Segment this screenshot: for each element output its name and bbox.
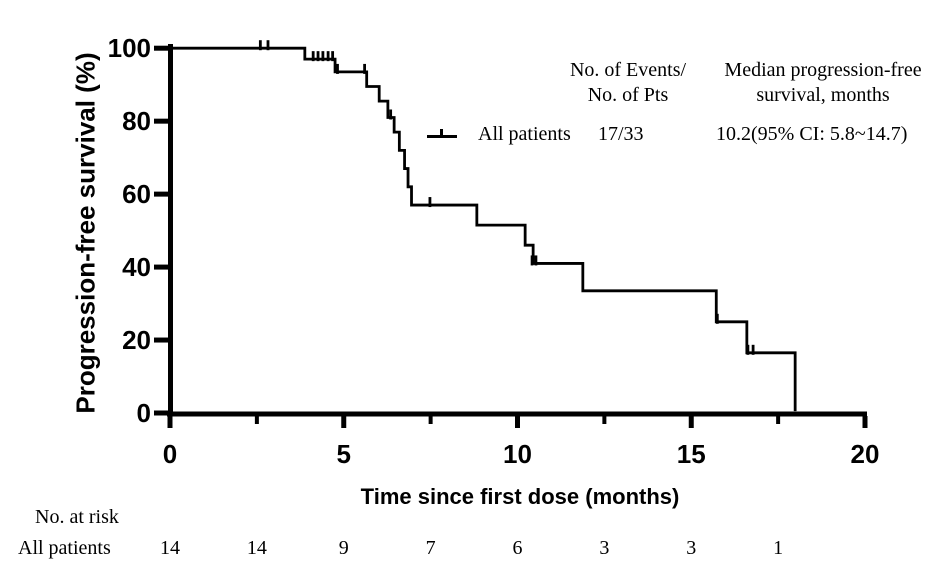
median-header-line2: survival, months: [756, 84, 890, 106]
legend-symbol-tick: [440, 129, 443, 138]
risk-value: 7: [425, 537, 436, 559]
x-axis-title: Time since first dose (months): [360, 484, 680, 509]
risk-value: 14: [246, 537, 267, 559]
risk-value: 9: [338, 537, 349, 559]
y-tick-label: 60: [122, 179, 151, 210]
risk-table-title: No. at risk: [35, 506, 119, 528]
median-header-line1: Median progression-free: [724, 59, 922, 81]
y-tick-label: 0: [136, 398, 151, 428]
y-tick-label: 100: [107, 33, 151, 64]
y-tick-label: 20: [122, 325, 151, 356]
x-tick-label: 15: [676, 439, 706, 469]
events-header-line1: No. of Events/: [569, 59, 687, 81]
legend-censor-symbol-icon: [427, 129, 457, 139]
risk-value: 1: [773, 537, 784, 559]
y-tick-label: 40: [122, 252, 151, 283]
y-axis-title: Progression-free survival (%): [70, 52, 101, 414]
risk-value: 6: [512, 537, 523, 559]
risk-value: 14: [160, 537, 180, 559]
km-step-curve: [170, 46, 797, 412]
risk-table-row-label: All patients: [18, 537, 111, 559]
events-column-header: No. of Events/ No. of Pts: [570, 58, 686, 108]
legend-series-label: All patients: [478, 123, 571, 145]
x-tick-label: 5: [336, 439, 351, 469]
x-tick-label: 20: [850, 439, 880, 469]
risk-value: 3: [599, 537, 610, 559]
median-column-header: Median progression-free survival, months: [724, 58, 921, 108]
y-tick-label: 80: [122, 106, 151, 137]
risk-value: 3: [686, 537, 697, 559]
x-tick-label: 10: [503, 439, 532, 469]
legend-median-value: 10.2(95% CI: 5.8~14.7): [716, 123, 908, 145]
events-header-line2: No. of Pts: [587, 84, 669, 106]
x-tick-label: 0: [162, 439, 178, 469]
legend-events-value: 17/33: [598, 123, 644, 145]
